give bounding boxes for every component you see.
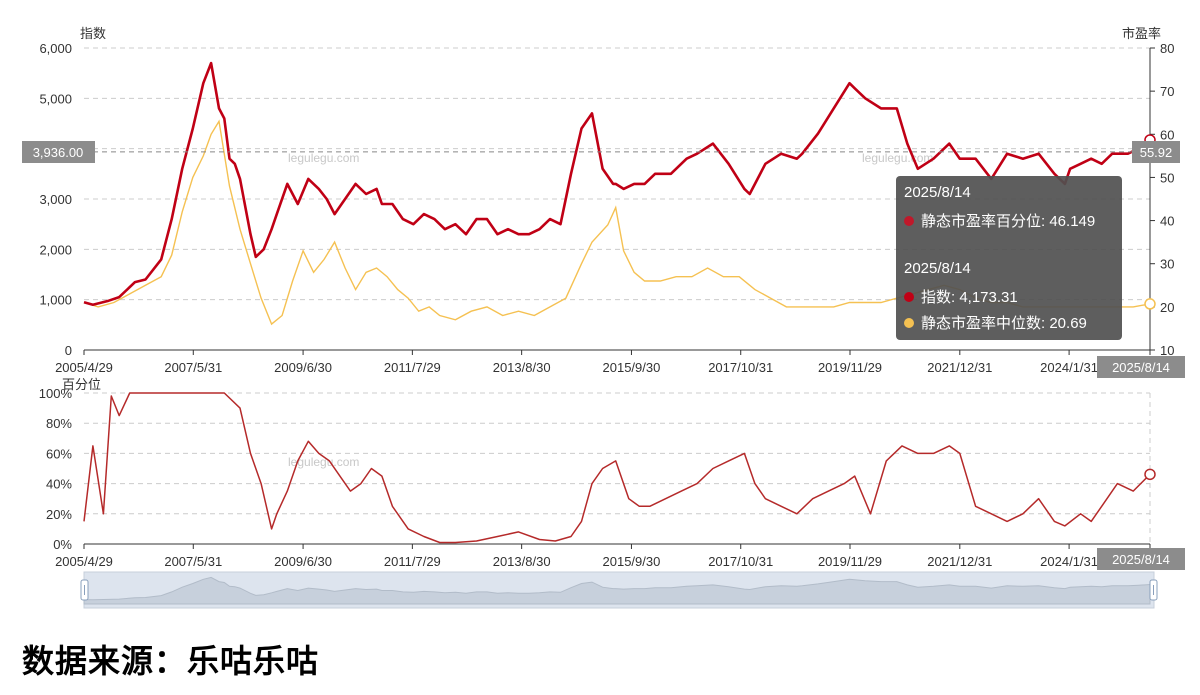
- navigator-left-handle[interactable]: [80, 579, 89, 601]
- bottom-x-tick-label: 2005/4/29: [55, 554, 113, 569]
- data-tooltip: 2025/8/14 静态市盈率百分位: 46.149 2025/8/14 指数:…: [896, 176, 1122, 340]
- percentile-series-line: [83, 392, 1151, 544]
- right-y-tick-label: 80: [1160, 41, 1174, 56]
- bottom-y-tick-label: 40%: [46, 477, 72, 492]
- index-legend-dot-icon: [904, 291, 914, 302]
- bottom-x-badge: 2025/8/14: [1097, 548, 1185, 570]
- svg-text:55.92: 55.92: [1140, 145, 1173, 160]
- top-x-tick-label: 2019/11/29: [818, 360, 882, 375]
- bottom-y-tick-label: 80%: [46, 416, 72, 431]
- svg-text:2025/8/14: 2025/8/14: [1112, 552, 1170, 567]
- top-x-badge: 2025/8/14: [1097, 356, 1185, 378]
- bottom-x-tick-label: 2015/9/30: [603, 554, 661, 569]
- top-x-tick-label: 2005/4/29: [55, 360, 113, 375]
- bottom-chart-series: [83, 392, 1156, 544]
- bottom-x-tick-label: 2009/6/30: [274, 554, 332, 569]
- bottom-x-tick-label: 2011/7/29: [384, 554, 441, 569]
- tooltip-index-text: 指数: 4,173.31: [921, 289, 1018, 306]
- right-y-tick-label: 60: [1160, 127, 1174, 142]
- tooltip-date-1: 2025/8/14: [904, 184, 971, 201]
- bottom-y-tick-label: 60%: [46, 446, 72, 461]
- right-y-tick-label: 50: [1160, 170, 1174, 185]
- svg-text:2025/8/14: 2025/8/14: [1112, 360, 1170, 375]
- index-series-line: [83, 61, 1151, 306]
- bottom-x-tick-label: 2024/1/31: [1040, 554, 1098, 569]
- percentile-last-point-marker: [1144, 468, 1156, 481]
- bottom-axis-title: 百分位: [62, 377, 101, 392]
- bottom-x-tick-label: 2013/8/30: [493, 554, 551, 569]
- right-y-tick-label: 30: [1160, 257, 1174, 272]
- top-x-tick-label: 2017/10/31: [708, 360, 773, 375]
- bottom-y-tick-label: 100%: [39, 386, 73, 401]
- right-y-tick-label: 70: [1160, 84, 1174, 99]
- left-y-tick-label: 5,000: [39, 91, 72, 106]
- top-x-tick-label: 2021/12/31: [927, 360, 992, 375]
- left-y-tick-label: 6,000: [39, 41, 72, 56]
- bottom-y-tick-label: 20%: [46, 507, 72, 522]
- watermark-bottom: legulegu.com: [288, 455, 359, 469]
- median-pe-legend-dot-icon: [904, 317, 914, 328]
- watermark-top-left: legulegu.com: [288, 151, 359, 165]
- bottom-x-tick-label: 2019/11/29: [818, 554, 882, 569]
- left-y-tick-label: 3,000: [39, 192, 72, 207]
- median-pe-last-point-marker: [1144, 298, 1156, 310]
- right-y-tick-label: 10: [1160, 343, 1174, 358]
- crosshair-right-label: 55.92: [1132, 141, 1180, 163]
- tooltip-row-percentile: 静态市盈率百分位: 46.149: [904, 210, 1095, 231]
- time-navigator[interactable]: [80, 571, 1158, 609]
- left-y-tick-label: 1,000: [39, 293, 72, 308]
- tooltip-row-index: 指数: 4,173.31: [904, 286, 1018, 307]
- bottom-chart-gridlines: [84, 392, 1150, 515]
- top-x-tick-label: 2011/7/29: [384, 360, 441, 375]
- navigator-right-handle[interactable]: [1149, 579, 1158, 601]
- left-y-tick-label: 0: [65, 343, 72, 358]
- watermark-top-right: legulegu.com: [862, 151, 933, 165]
- top-x-tick-label: 2007/5/31: [164, 360, 222, 375]
- left-y-tick-label: 2,000: [39, 242, 72, 257]
- top-chart-gridlines: [84, 47, 1150, 301]
- percentile-legend-dot-icon: [904, 215, 914, 226]
- top-x-tick-label: 2013/8/30: [493, 360, 551, 375]
- top-x-tick-label: 2024/1/31: [1040, 360, 1098, 375]
- crosshair-left-label: 3,936.00: [22, 141, 95, 163]
- svg-text:3,936.00: 3,936.00: [33, 145, 84, 160]
- right-axis-title: 市盈率: [1122, 26, 1161, 41]
- top-x-tick-label: 2015/9/30: [603, 360, 661, 375]
- navigator-sparkline: [83, 576, 1151, 605]
- top-chart-axes: 01,0002,0003,0004,0005,0006,000102030405…: [39, 41, 1174, 375]
- right-y-tick-label: 20: [1160, 300, 1174, 315]
- right-y-tick-label: 40: [1160, 214, 1174, 229]
- bottom-x-tick-label: 2007/5/31: [164, 554, 222, 569]
- tooltip-row-median-pe: 静态市盈率中位数: 20.69: [904, 312, 1087, 333]
- data-source-caption: 数据来源：乐咕乐咕: [22, 642, 320, 680]
- bottom-y-tick-label: 0%: [53, 537, 72, 552]
- tooltip-percentile-text: 静态市盈率百分位: 46.149: [921, 213, 1096, 230]
- tooltip-date-2: 2025/8/14: [904, 260, 971, 277]
- bottom-x-tick-label: 2017/10/31: [708, 554, 773, 569]
- bottom-chart-axes: 0% 20% 40% 60% 80% 100% 2005/4/29 2007/5/31 2009…: [39, 386, 1151, 569]
- tooltip-median-pe-text: 静态市盈率中位数: 20.69: [921, 315, 1087, 332]
- bottom-x-tick-label: 2021/12/31: [927, 554, 992, 569]
- top-x-tick-label: 2009/6/30: [274, 360, 332, 375]
- left-axis-title: 指数: [80, 26, 106, 41]
